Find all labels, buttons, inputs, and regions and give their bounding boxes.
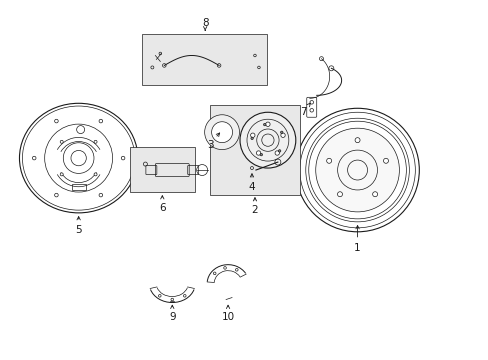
Text: 2: 2	[251, 205, 258, 215]
Circle shape	[263, 123, 265, 126]
Bar	[210, 105, 299, 195]
Circle shape	[55, 119, 58, 123]
Bar	[72, 184, 85, 190]
Circle shape	[211, 122, 232, 143]
Circle shape	[94, 173, 97, 176]
Circle shape	[278, 150, 280, 152]
Circle shape	[275, 151, 279, 155]
Circle shape	[240, 112, 295, 168]
Circle shape	[337, 150, 377, 190]
Text: 5: 5	[75, 225, 82, 235]
Circle shape	[99, 119, 102, 123]
Circle shape	[372, 192, 377, 197]
Circle shape	[315, 128, 399, 212]
Circle shape	[337, 192, 342, 197]
Circle shape	[32, 156, 36, 160]
Text: 10: 10	[221, 312, 234, 323]
Circle shape	[99, 193, 102, 197]
Text: 7: 7	[300, 107, 306, 117]
Circle shape	[260, 153, 262, 156]
Text: 4: 4	[248, 182, 255, 192]
Text: 1: 1	[353, 243, 360, 253]
Circle shape	[60, 173, 63, 176]
Circle shape	[256, 151, 260, 155]
Circle shape	[60, 140, 63, 143]
Circle shape	[121, 156, 124, 160]
Circle shape	[265, 122, 269, 126]
Circle shape	[94, 140, 97, 143]
Text: 3: 3	[206, 140, 213, 150]
Circle shape	[55, 193, 58, 197]
Text: 8: 8	[202, 18, 208, 28]
Circle shape	[204, 115, 239, 150]
Circle shape	[250, 137, 253, 140]
Text: 6: 6	[159, 203, 165, 213]
Circle shape	[326, 158, 331, 163]
Bar	[130, 147, 195, 192]
Circle shape	[256, 129, 279, 151]
Circle shape	[280, 131, 283, 134]
Text: 9: 9	[169, 312, 175, 323]
Circle shape	[354, 138, 359, 143]
Circle shape	[280, 133, 285, 138]
Bar	[142, 33, 266, 85]
Circle shape	[383, 158, 387, 163]
Circle shape	[250, 133, 254, 138]
